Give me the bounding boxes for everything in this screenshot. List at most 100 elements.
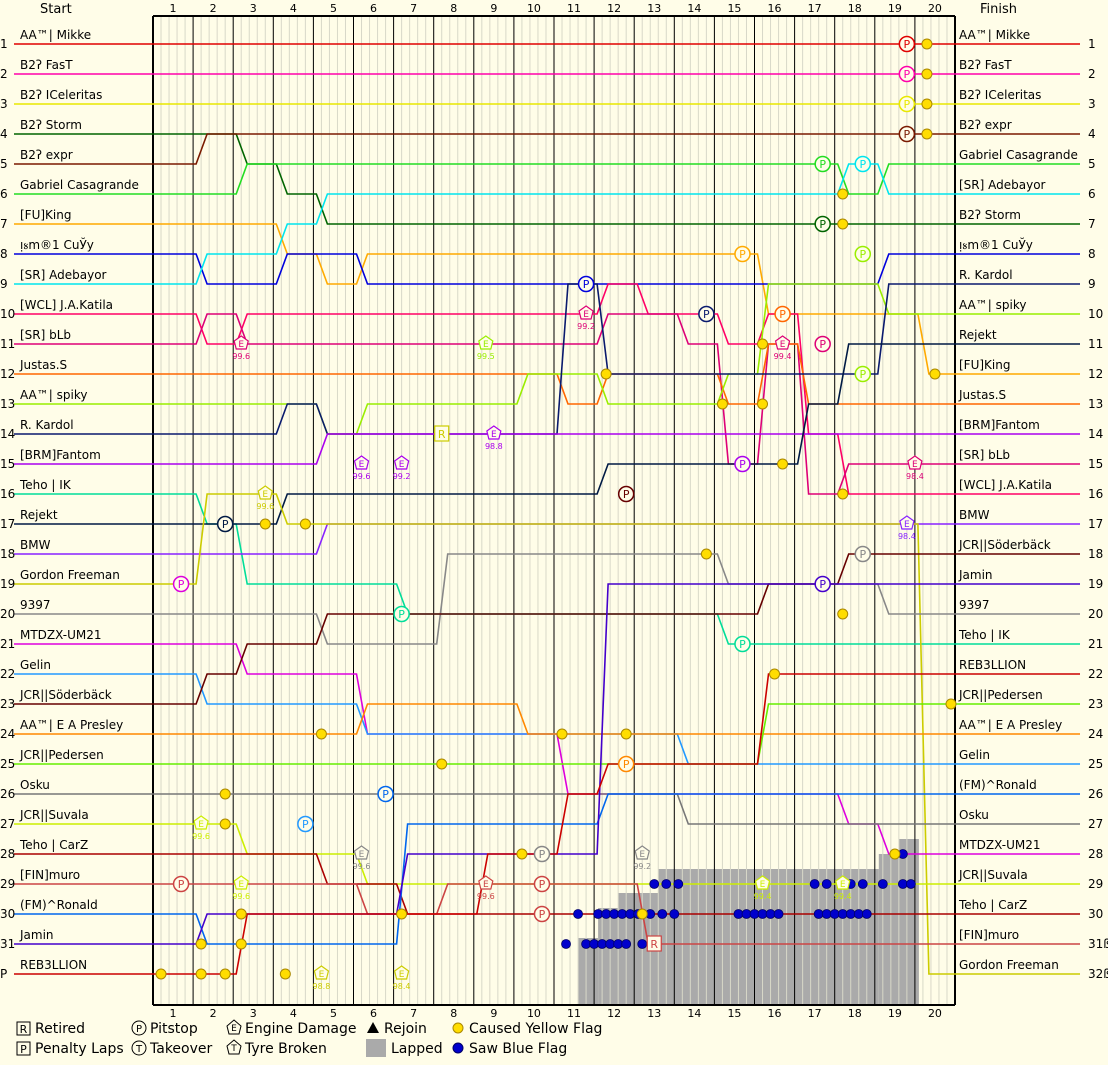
yellow-flag-marker (837, 218, 849, 230)
row-label-right: 32ß (1088, 967, 1108, 981)
series-line (14, 343, 955, 525)
pitstop-letter: P (779, 308, 786, 321)
pitstop-letter: P (703, 308, 710, 321)
lap-number-top: 17 (808, 2, 822, 15)
engine-damage-value: 99.6 (232, 352, 250, 361)
row-label-left: 8 (0, 247, 8, 261)
legend-label: Engine Damage (245, 1021, 357, 1037)
blue-flag-marker (561, 939, 571, 949)
lap-number-top: 14 (687, 2, 701, 15)
row-label-left: 28 (0, 847, 15, 861)
engine-damage-letter: E (238, 880, 244, 890)
legend-yellow-dot (452, 1022, 464, 1034)
legend-label: Pitstop (150, 1021, 198, 1037)
driver-start-label: Justas.S (19, 358, 67, 372)
driver-start-label: 9397 (20, 598, 51, 612)
pitstop-letter: P (539, 848, 546, 861)
driver-start-label: Gordon Freeman (20, 568, 120, 582)
lap-number-top: 9 (490, 2, 497, 15)
engine-damage-value: 98.4 (393, 982, 411, 991)
pitstop-marker (297, 815, 314, 833)
blue-flag-marker (637, 939, 648, 949)
pitstop-marker (854, 365, 872, 383)
pitstop-letter: P (539, 878, 546, 891)
retired-marker (434, 425, 450, 442)
row-label-right: 7 (1088, 217, 1096, 231)
engine-damage-letter: E (491, 430, 497, 440)
pitstop-marker (172, 875, 190, 893)
retired-letter: R (438, 428, 446, 441)
driver-finish-label: AA™| Mikke (959, 28, 1030, 42)
yellow-flag-marker (700, 548, 712, 560)
row-label-right: 9 (1088, 277, 1096, 291)
yellow-flag-marker (436, 758, 448, 770)
driver-start-label: Jamin (19, 928, 54, 942)
driver-finish-label: B2ʔ FasT (959, 58, 1012, 72)
engine-damage-letter: E (583, 310, 589, 320)
engine-damage-letter: E (359, 850, 365, 860)
yellow-flag-marker (921, 38, 933, 50)
blue-flag-marker (661, 879, 672, 889)
engine-damage-marker (353, 455, 370, 470)
driver-finish-label: JCR||Suvala (958, 868, 1028, 882)
engine-damage-letter: E (904, 520, 910, 530)
driver-start-label: [SR] Adebayor (20, 268, 107, 282)
row-label-left: 16 (0, 487, 15, 501)
yellow-flag-marker (279, 968, 291, 980)
lap-number-bottom: 3 (250, 1007, 257, 1020)
row-label-left: 26 (0, 787, 15, 801)
pitstop-marker (814, 335, 831, 353)
blue-flag-marker (857, 879, 868, 889)
driver-finish-label: R. Kardol (959, 268, 1013, 282)
legend-label: Caused Yellow Flag (469, 1021, 602, 1037)
pitstop-letter: P (739, 638, 746, 651)
yellow-flag-marker (757, 398, 769, 410)
engine-damage-letter: E (399, 460, 405, 470)
engine-damage-marker (233, 335, 249, 350)
legend-rejoin-icon (367, 1022, 379, 1033)
pitstop-marker (533, 875, 551, 893)
driver-finish-label: AA™| spiky (959, 298, 1026, 312)
pitstop-marker (898, 35, 916, 53)
blue-flag-marker (877, 879, 888, 889)
driver-start-label: ᴉ᥍m®1 CuЎy (20, 237, 94, 252)
lap-number-bottom: 4 (290, 1007, 297, 1020)
row-label-left: 12 (0, 367, 15, 381)
legend-symbol-circle (131, 1040, 147, 1056)
pitstop-letter: P (222, 518, 229, 531)
blue-flag-marker (821, 879, 832, 889)
series-line (14, 223, 955, 375)
driver-finish-label: Jamin (958, 568, 993, 582)
pitstop-marker (898, 95, 916, 113)
driver-finish-label: [WCL] J.A.Katila (959, 478, 1052, 492)
engine-damage-value: 99.6 (353, 472, 371, 481)
retired-marker (646, 935, 662, 952)
engine-damage-value: 99.4 (774, 352, 792, 361)
yellow-flag-marker (299, 518, 311, 530)
yellow-flag-marker (219, 968, 231, 980)
engine-damage-value: 99.2 (393, 472, 411, 481)
engine-damage-marker (578, 305, 594, 320)
pitstop-letter: P (859, 368, 866, 381)
engine-damage-marker (393, 455, 410, 470)
driver-start-label: REB3LLION (20, 958, 87, 972)
engine-damage-value: 98.4 (898, 532, 916, 541)
lap-number-bottom: 18 (848, 1007, 862, 1020)
pitstop-marker (814, 155, 831, 173)
blue-flag-marker (905, 879, 916, 889)
row-label-right: 10 (1088, 307, 1103, 321)
series-line (14, 163, 955, 285)
yellow-flag-marker (921, 68, 933, 80)
legend-symbol-box (16, 1041, 31, 1056)
blue-flag-marker (621, 939, 632, 949)
legend: R Retired P Penalty Laps P Pitstop T Takeover E E… (16, 1019, 602, 1057)
row-label-right: 15 (1088, 457, 1103, 471)
driver-start-label: Gabriel Casagrande (20, 178, 139, 192)
driver-finish-label: Osku (959, 808, 989, 822)
yellow-flag-marker (769, 668, 781, 680)
yellow-flag-marker (620, 728, 632, 740)
driver-start-label: R. Kardol (20, 418, 74, 432)
pitstop-letter: P (904, 38, 911, 51)
blue-flag-marker (773, 909, 784, 919)
lap-number-bottom: 10 (527, 1007, 541, 1020)
